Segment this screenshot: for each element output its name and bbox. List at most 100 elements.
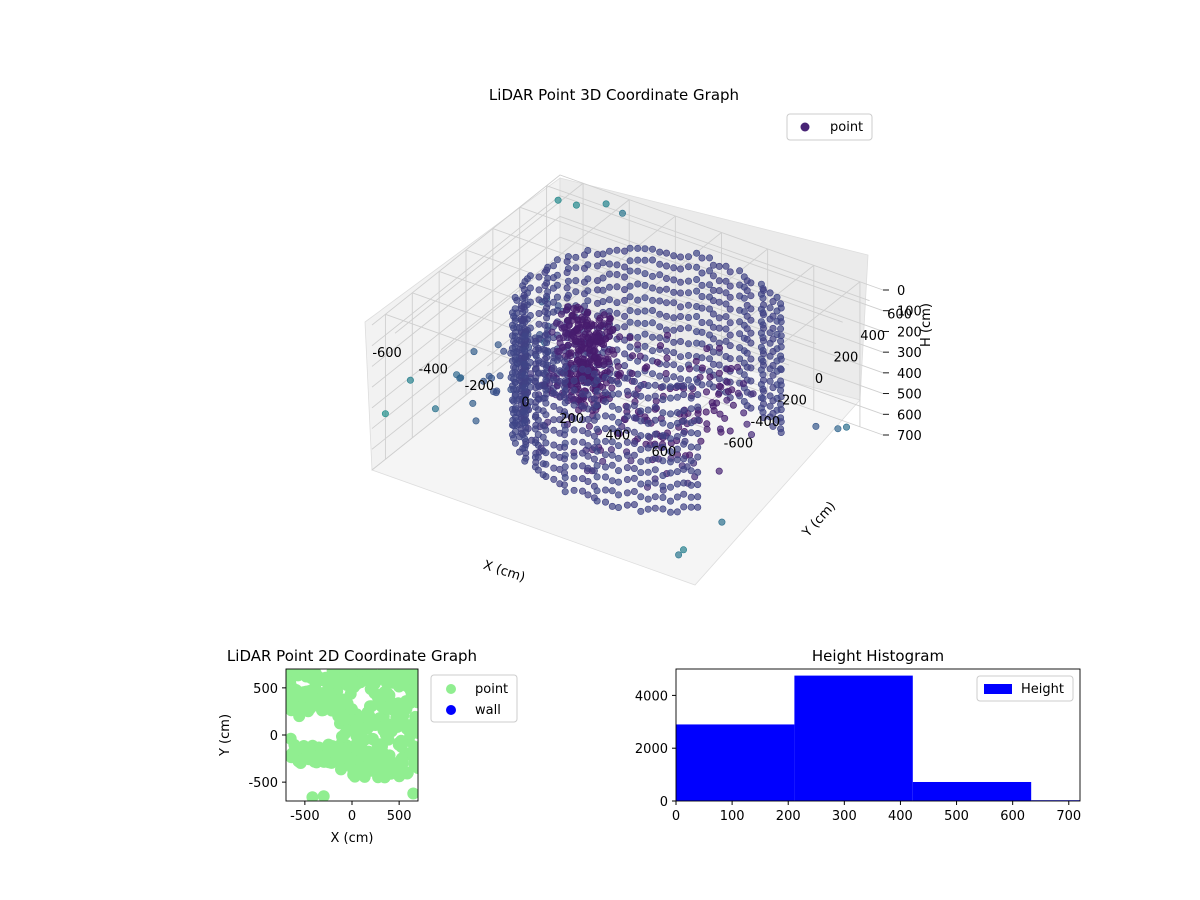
point-3d bbox=[534, 357, 542, 365]
point-3d bbox=[634, 296, 642, 304]
point-3d bbox=[641, 319, 649, 327]
point-3d bbox=[716, 425, 724, 433]
point-3d bbox=[621, 312, 629, 320]
legend-2d-label-wall: wall bbox=[475, 703, 501, 718]
point-3d bbox=[685, 365, 693, 373]
z-tick-3d: 700 bbox=[897, 429, 922, 444]
point-3d bbox=[722, 300, 730, 308]
point-3d bbox=[553, 293, 561, 301]
point-3d bbox=[662, 299, 670, 307]
point-3d bbox=[656, 297, 664, 305]
point-3d bbox=[595, 316, 603, 324]
point-3d bbox=[634, 308, 642, 316]
point-2d bbox=[368, 716, 381, 729]
point-3d bbox=[680, 503, 688, 511]
point-3d bbox=[637, 458, 645, 466]
point-3d bbox=[557, 310, 565, 318]
point-3d bbox=[722, 325, 730, 333]
point-3d bbox=[670, 264, 678, 272]
point-3d bbox=[601, 486, 609, 494]
point-3d bbox=[601, 425, 609, 433]
grid-line-z bbox=[371, 278, 884, 429]
z-tick-3d: 100 bbox=[897, 305, 922, 320]
point-3d bbox=[578, 416, 586, 424]
point-3d bbox=[648, 333, 656, 341]
point-3d bbox=[570, 304, 578, 312]
point-3d bbox=[777, 325, 785, 333]
point-3d bbox=[715, 298, 723, 306]
z-tick-3d: 0 bbox=[897, 284, 905, 299]
point-3d bbox=[578, 375, 586, 383]
point-3d bbox=[766, 289, 774, 297]
plot-3d-title: LiDAR Point 3D Coordinate Graph bbox=[489, 86, 739, 104]
point-3d bbox=[539, 460, 547, 468]
point-3d bbox=[706, 373, 714, 381]
point-3d bbox=[736, 267, 744, 275]
point-3d bbox=[556, 392, 564, 400]
point-3d bbox=[531, 453, 539, 461]
point-3d bbox=[601, 463, 609, 471]
point-3d bbox=[614, 380, 622, 388]
point-3d bbox=[553, 256, 561, 264]
point-3d bbox=[637, 407, 645, 415]
point-3d bbox=[608, 502, 616, 510]
point-3d bbox=[521, 419, 529, 427]
point-3d bbox=[549, 284, 557, 292]
point-3d bbox=[702, 408, 710, 416]
point-3d bbox=[702, 388, 710, 396]
point-3d bbox=[718, 518, 726, 526]
point-3d bbox=[659, 443, 667, 451]
point-3d bbox=[676, 365, 684, 373]
point-3d bbox=[726, 319, 734, 327]
point-3d bbox=[550, 354, 558, 362]
point-3d bbox=[599, 259, 607, 267]
point-3d bbox=[472, 417, 480, 425]
histogram-bars bbox=[676, 675, 1080, 801]
x-tick-3d: -400 bbox=[418, 363, 448, 378]
point-3d bbox=[563, 257, 571, 265]
point-3d bbox=[736, 306, 744, 314]
point-3d bbox=[593, 277, 601, 285]
point-2d bbox=[358, 749, 371, 762]
histogram-y-tick: 4000 bbox=[635, 689, 668, 704]
point-2d bbox=[309, 669, 322, 679]
point-3d bbox=[656, 323, 664, 331]
point-3d bbox=[659, 419, 667, 427]
point-3d bbox=[623, 438, 631, 446]
point-3d bbox=[777, 428, 785, 436]
point-3d bbox=[747, 292, 755, 300]
point-3d bbox=[578, 390, 586, 398]
point-3d bbox=[666, 497, 674, 505]
point-3d bbox=[431, 405, 439, 413]
point-3d bbox=[593, 425, 601, 433]
point-3d bbox=[656, 334, 664, 342]
point-2d bbox=[345, 703, 358, 716]
point-3d bbox=[726, 268, 734, 276]
point-3d bbox=[759, 400, 767, 408]
x-tick-2d: 500 bbox=[387, 809, 412, 824]
point-3d bbox=[648, 284, 656, 292]
point-3d bbox=[531, 403, 539, 411]
point-3d bbox=[705, 293, 713, 301]
point-3d bbox=[630, 414, 638, 422]
point-3d bbox=[541, 332, 549, 340]
point-3d bbox=[618, 209, 626, 217]
point-2d bbox=[380, 761, 393, 774]
point-3d bbox=[628, 369, 636, 377]
point-3d bbox=[623, 489, 631, 497]
point-3d bbox=[715, 287, 723, 295]
point-3d bbox=[562, 306, 570, 314]
point-3d bbox=[766, 402, 774, 410]
point-3d bbox=[644, 505, 652, 513]
point-3d bbox=[543, 314, 551, 322]
point-3d bbox=[842, 423, 850, 431]
point-3d bbox=[698, 281, 706, 289]
point-2d bbox=[306, 791, 319, 801]
point-3d bbox=[693, 275, 701, 283]
point-3d bbox=[694, 493, 702, 501]
point-3d bbox=[736, 330, 744, 338]
point-3d bbox=[511, 364, 519, 372]
point-3d bbox=[634, 267, 642, 275]
point-3d bbox=[608, 376, 616, 384]
point-3d bbox=[759, 337, 767, 345]
